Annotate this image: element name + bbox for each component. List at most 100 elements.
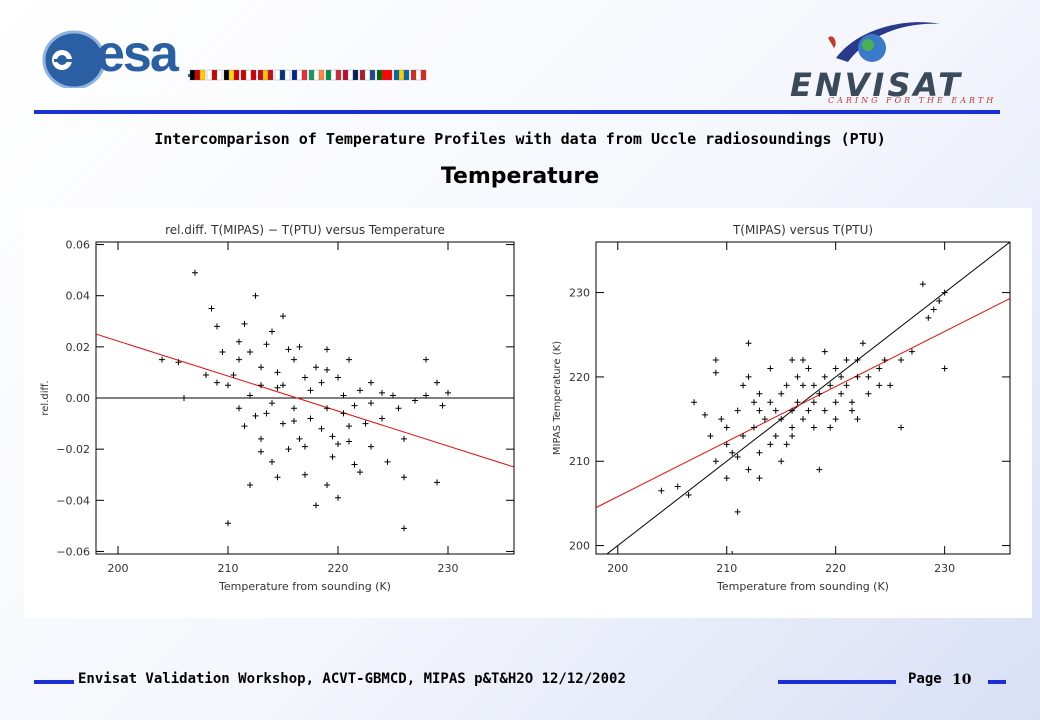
data-point <box>329 453 336 460</box>
x-tick-label: 230 <box>438 562 459 575</box>
data-point <box>876 365 883 372</box>
x-tick-label: 220 <box>825 562 846 575</box>
flag-12 <box>376 69 393 81</box>
data-point <box>362 420 369 427</box>
envisat-swoosh-icon <box>836 22 940 62</box>
flag-6 <box>274 69 291 81</box>
data-point <box>745 340 752 347</box>
data-point <box>307 415 314 422</box>
data-point <box>280 382 286 389</box>
data-point <box>324 405 330 412</box>
regression-line <box>596 298 1010 509</box>
flag-7 <box>291 69 308 81</box>
data-point <box>357 387 363 394</box>
slide-subtitle: Intercomparison of Temperature Profiles … <box>154 130 886 148</box>
data-point <box>745 373 752 380</box>
data-point <box>230 371 237 378</box>
esa-logo-text: esa <box>96 25 179 83</box>
data-point <box>302 443 308 450</box>
data-point <box>843 382 850 389</box>
data-point <box>816 466 823 473</box>
data-point <box>247 481 253 488</box>
data-point <box>745 466 752 473</box>
data-point <box>269 400 275 407</box>
data-point <box>269 458 275 465</box>
flag-8 <box>308 69 325 81</box>
data-point <box>368 443 374 450</box>
flag-5 <box>257 69 274 81</box>
footer-rule-right <box>988 680 1006 684</box>
data-point <box>756 475 763 482</box>
data-point <box>302 374 308 381</box>
data-point <box>219 348 226 355</box>
data-point <box>778 416 785 423</box>
y-tick-label: 0.02 <box>66 341 91 354</box>
data-point <box>401 435 407 442</box>
data-point <box>214 379 220 386</box>
data-point <box>340 392 347 399</box>
data-point <box>307 387 314 394</box>
y-tick-label: −0.04 <box>56 494 90 507</box>
data-point <box>778 390 785 397</box>
data-point <box>313 364 319 371</box>
data-point <box>439 402 446 409</box>
data-point <box>685 491 692 498</box>
data-point <box>302 471 308 478</box>
data-point <box>368 379 374 386</box>
data-point <box>445 389 451 396</box>
data-point <box>789 407 796 414</box>
data-point <box>379 415 385 422</box>
data-point <box>395 405 402 412</box>
data-point <box>351 402 358 409</box>
data-point <box>810 382 817 389</box>
data-point <box>772 432 779 439</box>
data-point <box>280 420 286 427</box>
data-point <box>280 313 286 320</box>
data-point <box>827 424 834 431</box>
data-point <box>274 384 281 391</box>
data-point <box>208 305 215 312</box>
data-point <box>805 365 812 372</box>
chart-title: rel.diff. T(MIPAS) − T(PTU) versus Tempe… <box>165 223 445 237</box>
data-point <box>756 390 763 397</box>
data-point <box>881 357 888 364</box>
data-point <box>324 366 330 373</box>
data-point <box>767 441 774 448</box>
data-point <box>930 306 937 313</box>
page-label: Page <box>908 671 942 687</box>
data-point <box>821 348 828 355</box>
x-tick-label: 220 <box>328 562 349 575</box>
data-point <box>285 446 292 453</box>
data-point <box>674 483 681 490</box>
data-point <box>750 424 757 431</box>
data-point <box>832 399 839 406</box>
data-point <box>159 356 165 363</box>
data-point <box>712 357 719 364</box>
data-point <box>335 441 341 448</box>
data-point <box>740 382 747 389</box>
data-point <box>241 320 248 327</box>
data-point <box>941 365 948 372</box>
chart-2: 200 210 220 230 200 210 220 230 T(MIPAS) versus … <box>552 223 1011 593</box>
slide-heading: Temperature <box>440 164 600 189</box>
data-point <box>734 508 741 515</box>
data-point <box>718 416 725 423</box>
data-point <box>258 382 264 389</box>
data-point <box>274 369 281 376</box>
chart-panel: 200 210 220 230 −0.06 −0.04 −0.02 0.00 0.02 0.04 0… <box>24 208 1032 618</box>
flag-9 <box>325 69 342 81</box>
data-point <box>712 369 719 376</box>
data-point <box>838 390 845 397</box>
data-point <box>707 432 714 439</box>
x-tick-label: 210 <box>716 562 737 575</box>
data-point <box>849 399 856 406</box>
data-point <box>789 424 796 431</box>
data-point <box>252 412 259 419</box>
y-tick-label: −0.06 <box>56 545 90 558</box>
data-point <box>767 365 774 372</box>
data-point <box>750 399 757 406</box>
data-point <box>734 454 741 461</box>
data-point <box>296 343 303 350</box>
data-point <box>263 341 270 348</box>
data-point <box>740 432 747 439</box>
